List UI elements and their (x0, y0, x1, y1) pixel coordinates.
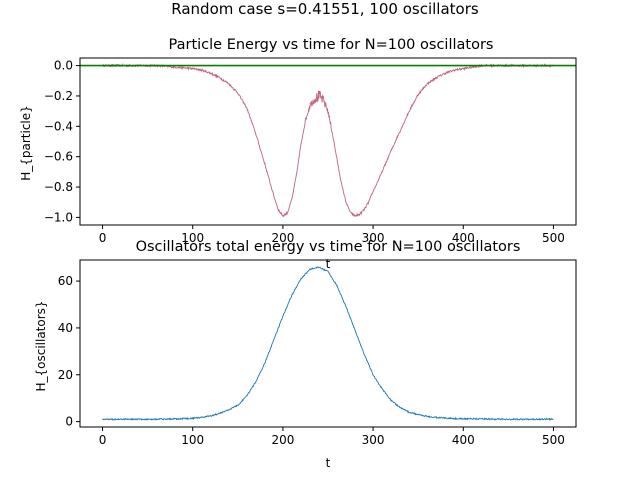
figure-suptitle: Random case s=0.41551, 100 oscillators (171, 0, 479, 18)
oscillators-energy-ytick-label: 40 (58, 321, 73, 335)
oscillators-energy-axes-frame (79, 259, 577, 428)
particle-energy-ytick-label: −0.4 (44, 119, 73, 133)
oscillators-energy-xtick-label: 500 (542, 433, 565, 447)
particle-energy-xtick-label: 300 (362, 231, 385, 245)
oscillators-energy-ytick-label: 60 (58, 274, 73, 288)
oscillators-energy-xtick-label: 200 (271, 433, 294, 447)
particle-energy-plot: Particle Energy vs time for N=100 oscill… (19, 37, 577, 271)
particle-energy-xtick-label: 500 (542, 231, 565, 245)
particle-energy-ylabel: H_{particle} (19, 105, 33, 181)
particle-energy-xtick-label: 400 (452, 231, 475, 245)
particle-energy-axes-frame (79, 57, 577, 226)
oscillators-energy-xlabel: t (326, 456, 331, 470)
oscillators-energy-ytick-label: 20 (58, 368, 73, 382)
particle-energy-xlabel: t (326, 257, 331, 271)
particle-energy-ytick-label: −0.2 (44, 89, 73, 103)
particle-energy-ytick-label: −1.0 (44, 210, 73, 224)
oscillators-energy-xtick-label: 400 (452, 433, 475, 447)
particle-energy-title: Particle Energy vs time for N=100 oscill… (169, 37, 494, 53)
oscillators-energy-xtick-label: 100 (181, 433, 204, 447)
particle-energy-xtick-label: 200 (271, 231, 294, 245)
particle-energy-ytick-label: 0.0 (54, 59, 73, 73)
particle-energy-xtick-label: 0 (99, 231, 107, 245)
oscillators-energy-ytick-label: 0 (65, 415, 73, 429)
oscillators-energy-title: Oscillators total energy vs time for N=1… (136, 239, 521, 255)
oscillators-energy-xtick-label: 300 (362, 433, 385, 447)
oscillators-energy-series-0-line (102, 266, 554, 421)
particle-energy-ytick-label: −0.8 (44, 180, 73, 194)
particle-energy-ytick-label: −0.6 (44, 150, 73, 164)
particle-energy-xtick-label: 100 (181, 231, 204, 245)
oscillators-energy-ylabel: H_{oscillators} (34, 300, 48, 391)
oscillators-energy-plot: Oscillators total energy vs time for N=1… (34, 239, 577, 470)
oscillators-energy-xtick-label: 0 (99, 433, 107, 447)
